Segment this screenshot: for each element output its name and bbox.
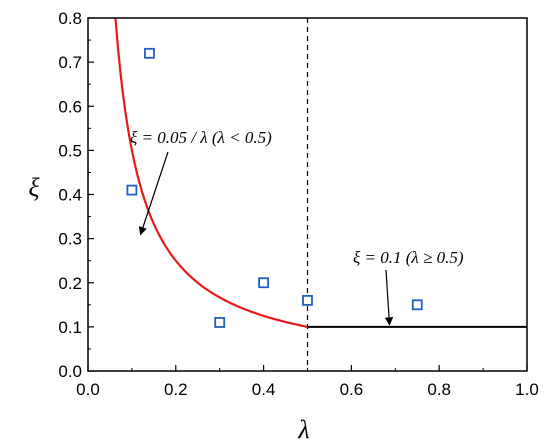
x-tick-label: 0.0 <box>76 380 100 399</box>
x-tick-label: 0.4 <box>252 380 276 399</box>
y-axis-label: ξ <box>28 173 40 202</box>
y-tick-label: 0.2 <box>58 274 82 293</box>
data-point <box>411 299 423 311</box>
annotation-label: ξ = 0.05 / λ (λ < 0.5) <box>130 128 272 147</box>
y-tick-label: 0.0 <box>58 362 82 381</box>
y-tick-label: 0.5 <box>58 141 82 160</box>
annotation-label: ξ = 0.1 (λ ≥ 0.5) <box>353 248 464 267</box>
data-point <box>144 47 155 59</box>
data-point <box>214 317 226 328</box>
data-point <box>258 277 270 289</box>
y-tick-label: 0.7 <box>58 53 82 72</box>
annotation-arrow <box>384 269 394 326</box>
y-tick-label: 0.1 <box>58 318 82 337</box>
y-tick-label: 0.6 <box>58 97 82 116</box>
x-axis-label: λ <box>297 415 309 444</box>
y-tick-label: 0.3 <box>58 230 82 249</box>
y-tick-label: 0.4 <box>58 186 82 205</box>
x-tick-label: 0.6 <box>340 380 364 399</box>
y-tick-label: 0.8 <box>58 9 82 28</box>
annotation-arrow <box>138 151 169 236</box>
x-tick-label: 1.0 <box>515 380 539 399</box>
curve-lambda-lt-0.5 <box>114 17 308 328</box>
x-tick-label: 0.2 <box>164 380 188 399</box>
x-tick-label: 0.8 <box>427 380 451 399</box>
data-point <box>302 294 313 306</box>
data-point <box>126 184 138 196</box>
